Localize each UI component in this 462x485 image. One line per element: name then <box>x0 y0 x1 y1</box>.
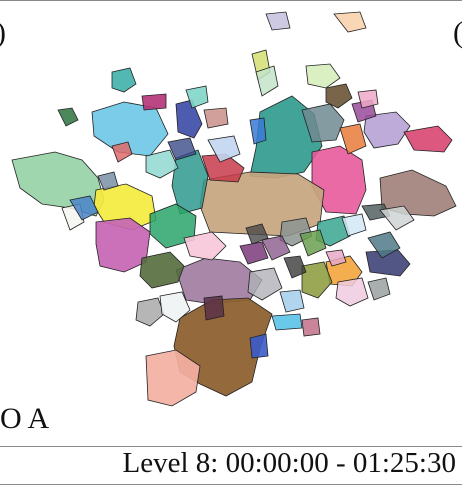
region-lilac-top <box>265 11 291 31</box>
caption-divider <box>0 446 462 447</box>
region-cyan-small <box>185 85 209 109</box>
region-grey-right <box>367 277 391 301</box>
region-plum <box>261 235 291 261</box>
region-blue-lower <box>249 333 269 359</box>
level-time-caption: Level 8: 00:00:00 - 01:25:30 <box>122 447 456 479</box>
region-grey-left <box>135 297 165 327</box>
region-olivegreen <box>299 229 327 257</box>
region-slate-left <box>97 171 119 191</box>
region-pinklight-top <box>357 89 379 109</box>
top-border <box>0 0 462 1</box>
region-paleblue <box>341 213 367 237</box>
region-charcoal <box>283 255 307 279</box>
region-darkgreen-small <box>57 107 79 127</box>
panel-letter-left: ) <box>0 18 6 48</box>
region-grey-lower <box>247 267 283 301</box>
region-salmon <box>145 349 201 407</box>
region-slate <box>301 103 345 143</box>
region-blob-map <box>11 11 457 407</box>
region-white-lower <box>159 291 191 323</box>
region-darkmauve <box>203 295 225 321</box>
region-teal-small <box>111 67 137 93</box>
region-darkgrey-mid <box>245 223 269 245</box>
region-magenta <box>95 217 151 273</box>
region-red-small <box>111 141 133 163</box>
region-pinkmid <box>325 249 347 267</box>
region-peach <box>333 11 367 33</box>
region-lightblue-mid <box>207 135 241 163</box>
region-cyan-mid <box>145 149 179 179</box>
region-lightpink <box>183 231 227 261</box>
region-brown-small <box>325 83 353 109</box>
region-lightgreen <box>305 63 341 89</box>
region-purple-mid <box>239 241 269 265</box>
region-crimson-right <box>403 125 453 153</box>
region-lavender <box>363 111 411 149</box>
region-darkpink <box>141 93 167 111</box>
region-mint <box>255 65 279 97</box>
region-olive <box>139 251 185 289</box>
region-rosy-lower <box>301 317 321 337</box>
region-cyan-lower <box>271 313 303 331</box>
region-teal-mid <box>171 149 209 215</box>
panel-letter-right: ( <box>453 16 462 49</box>
region-orange-top <box>339 123 367 155</box>
region-lightgrey <box>379 205 415 231</box>
region-rosy <box>203 107 229 129</box>
region-blue-small <box>249 117 267 145</box>
panel-sub-label: O A <box>0 402 50 435</box>
region-pale-pink-right <box>335 277 369 307</box>
region-olive-right <box>301 261 333 299</box>
region-lightblue-lower <box>279 289 305 313</box>
region-blue-left <box>69 195 99 221</box>
region-navy-top <box>167 137 197 161</box>
region-skyblue <box>91 101 169 157</box>
region-steel <box>367 231 401 259</box>
